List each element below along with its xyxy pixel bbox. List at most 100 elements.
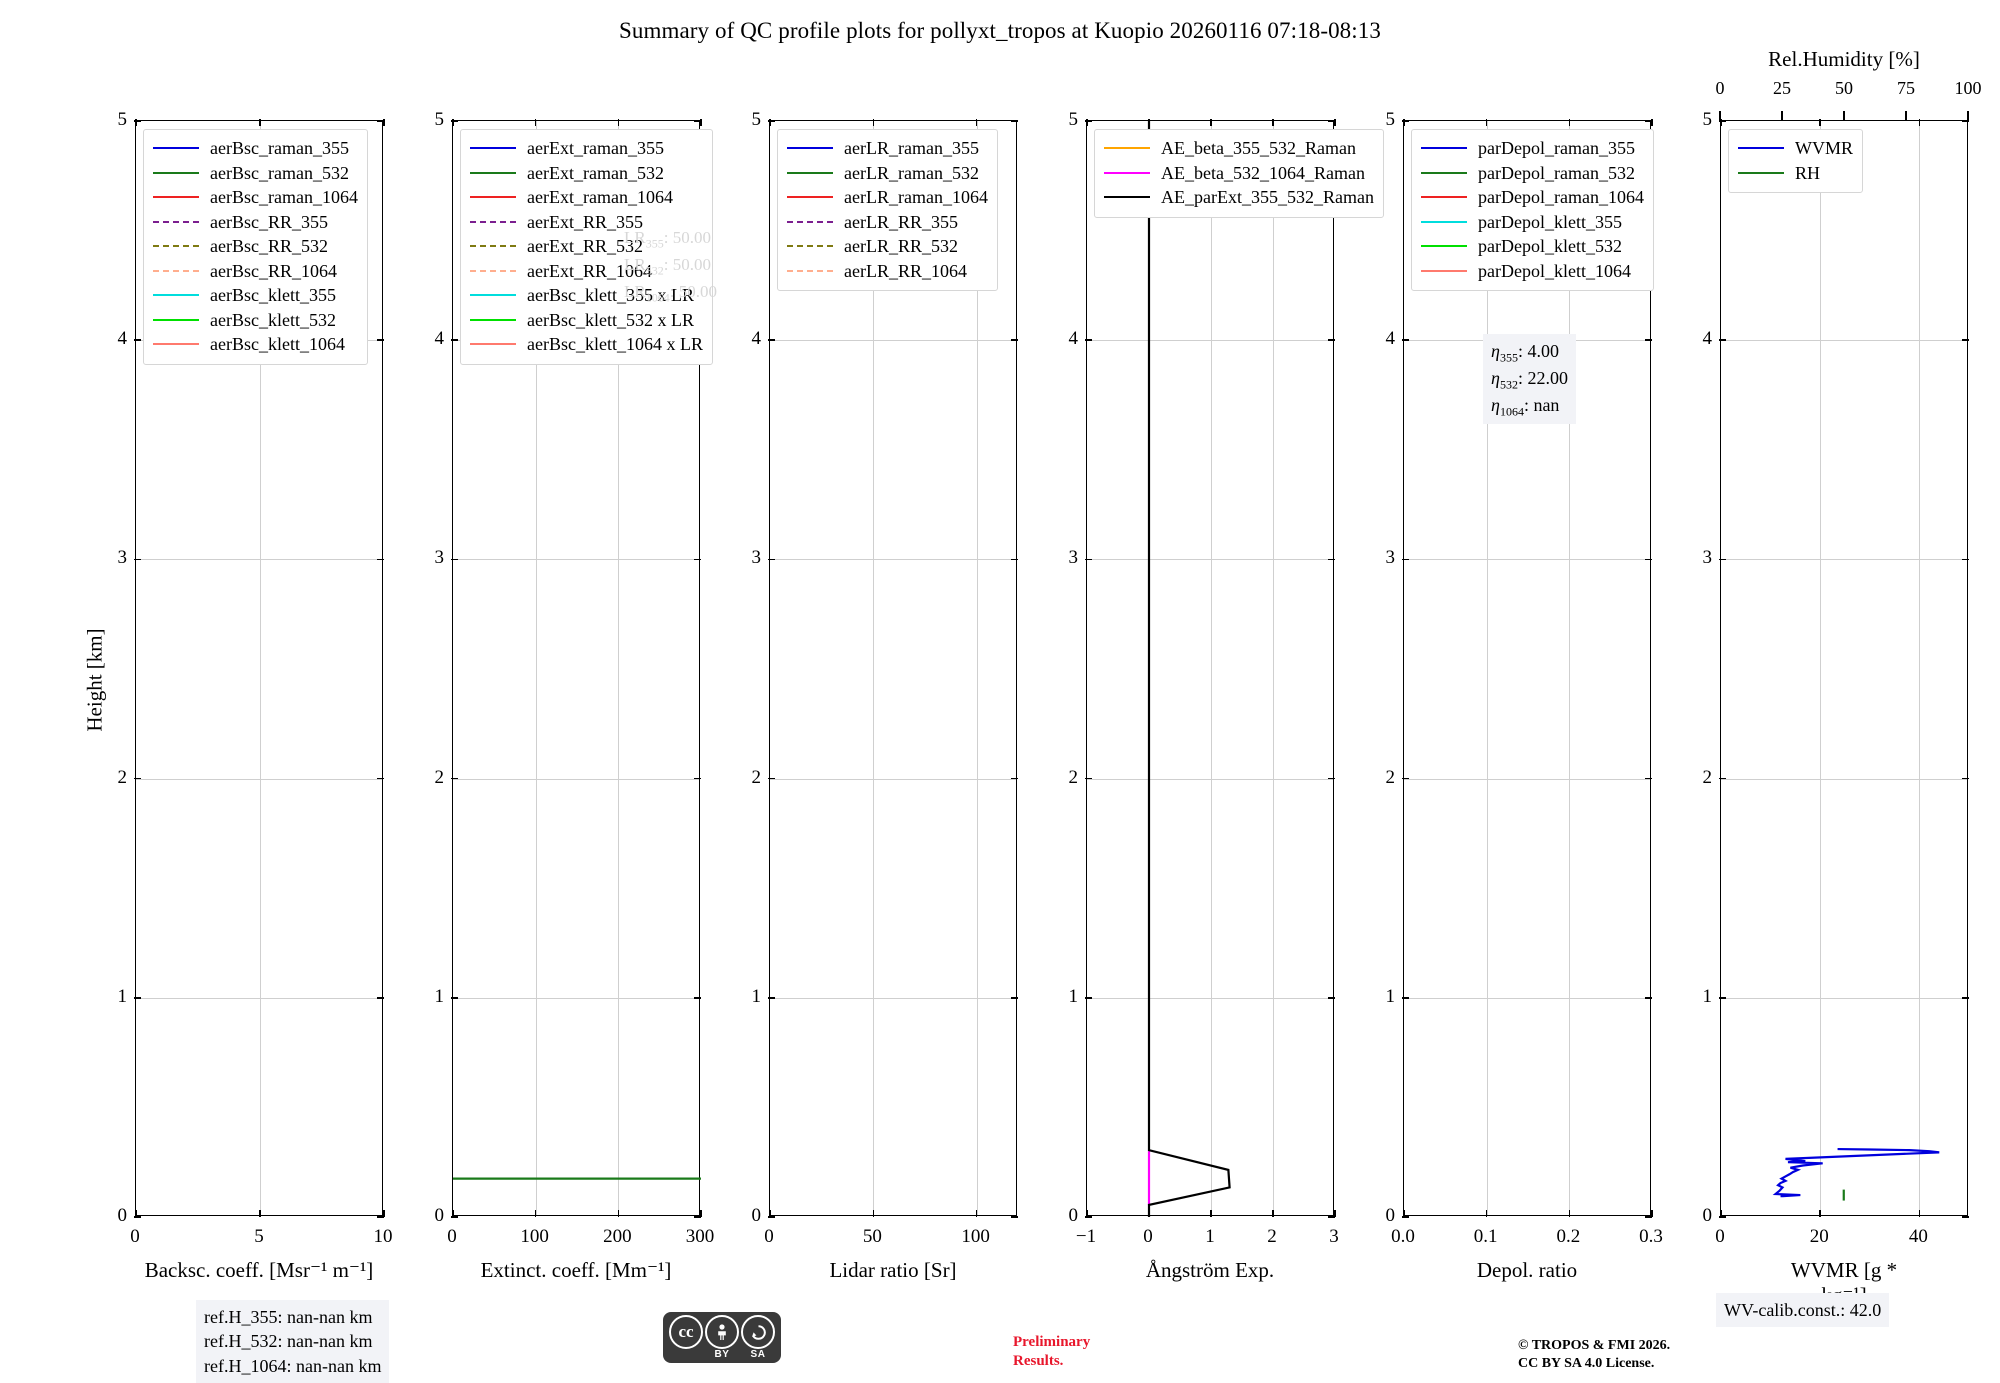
legend-label: aerExt_RR_532	[527, 236, 643, 257]
y-tick	[451, 1216, 459, 1218]
legend-depol: parDepol_raman_355 parDepol_raman_532 parD…	[1411, 129, 1654, 291]
x-tick	[1334, 1209, 1336, 1217]
y-tick	[1719, 1216, 1727, 1218]
y-tick-label: 1	[434, 985, 445, 1007]
legend-item[interactable]: aerBsc_raman_1064	[153, 185, 358, 210]
y-tick	[1644, 558, 1652, 561]
legend-item[interactable]: AE_beta_355_532_Raman	[1104, 136, 1374, 161]
legend-item[interactable]: parDepol_klett_355	[1421, 210, 1644, 235]
gridline-h	[1404, 778, 1650, 780]
legend-item[interactable]: AE_beta_532_1064_Raman	[1104, 161, 1374, 186]
gridline-h	[1404, 559, 1650, 561]
legend-swatch	[470, 220, 516, 223]
legend-item[interactable]: parDepol_klett_532	[1421, 234, 1644, 259]
x-tick	[452, 1209, 454, 1217]
legend-item[interactable]: aerBsc_klett_532 x LR	[470, 308, 703, 333]
legend-item[interactable]: parDepol_raman_355	[1421, 136, 1644, 161]
legend-item[interactable]: aerBsc_RR_355	[153, 210, 358, 235]
legend-swatch	[470, 343, 516, 346]
eta-annotation-row: η532: 22.00	[1491, 367, 1568, 392]
x-tick-label: 200	[603, 1226, 632, 1247]
legend-item[interactable]: parDepol_raman_532	[1421, 161, 1644, 186]
legend-item[interactable]: aerExt_raman_1064	[470, 185, 703, 210]
legend-item[interactable]: RH	[1738, 161, 1853, 186]
legend-swatch	[1104, 196, 1150, 199]
gridline-h	[1087, 559, 1333, 561]
rh-tick	[1843, 111, 1845, 120]
gridline-h	[136, 778, 382, 780]
legend-item[interactable]: aerBsc_klett_355	[153, 283, 358, 308]
y-tick	[1010, 120, 1018, 122]
x-tick-label: 5	[254, 1226, 264, 1247]
legend-item[interactable]: aerBsc_raman_532	[153, 161, 358, 186]
data-curves	[1147, 121, 1231, 1217]
y-tick	[1010, 339, 1018, 341]
x-tick	[534, 119, 537, 127]
y-tick	[1327, 1216, 1335, 1218]
legend-item[interactable]: parDepol_raman_1064	[1421, 185, 1644, 210]
legend-backscatter: aerBsc_raman_355 aerBsc_raman_532 aerBsc_r…	[143, 129, 368, 365]
legend-item[interactable]: aerExt_raman_355	[470, 136, 703, 161]
legend-item[interactable]: aerBsc_klett_1064 x LR	[470, 332, 703, 357]
legend-swatch	[787, 269, 833, 272]
x-tick-label: 0.1	[1473, 1226, 1498, 1247]
y-tick	[1010, 1216, 1018, 1218]
legend-item[interactable]: aerExt_RR_532	[470, 234, 703, 259]
gridline-v	[1273, 121, 1274, 1215]
legend-label: parDepol_raman_532	[1478, 162, 1635, 183]
y-tick	[1327, 997, 1335, 999]
y-tick	[1402, 1216, 1410, 1218]
y-tick	[451, 558, 459, 561]
legend-swatch	[153, 196, 199, 199]
y-tick	[1644, 997, 1652, 999]
legend-item[interactable]: aerBsc_klett_1064	[153, 332, 358, 357]
legend-swatch	[153, 343, 199, 346]
x-tick	[1210, 119, 1212, 127]
legend-item[interactable]: parDepol_klett_1064	[1421, 259, 1644, 284]
legend-item[interactable]: aerExt_RR_355	[470, 210, 703, 235]
y-tick-label: 2	[117, 766, 128, 788]
legend-item[interactable]: aerLR_RR_532	[787, 234, 988, 259]
legend-item[interactable]: aerBsc_RR_532	[153, 234, 358, 259]
rh-tick-label: 0	[1715, 78, 1725, 98]
legend-item[interactable]: aerLR_RR_1064	[787, 259, 988, 284]
legend-item[interactable]: aerBsc_klett_532	[153, 308, 358, 333]
legend-item[interactable]: aerExt_RR_1064	[470, 259, 703, 284]
legend-swatch	[470, 318, 516, 321]
legend-swatch	[153, 318, 199, 321]
y-tick	[768, 1216, 776, 1218]
gridline-v	[1211, 121, 1212, 1215]
x-tick	[1720, 119, 1722, 127]
legend-item[interactable]: AE_parExt_355_532_Raman	[1104, 185, 1374, 210]
legend-label: aerLR_RR_1064	[844, 260, 967, 281]
y-tick-label: 3	[117, 547, 128, 569]
plot-panel-lidar-ratio	[768, 119, 1018, 1218]
legend-item[interactable]: WVMR	[1738, 136, 1853, 161]
y-tick-label: 0	[117, 1205, 128, 1226]
y-tick-label: 3	[751, 547, 762, 569]
gridline-v	[618, 121, 620, 1215]
legend-item[interactable]: aerLR_RR_355	[787, 210, 988, 235]
legend-item[interactable]: aerLR_raman_532	[787, 161, 988, 186]
rh-tick-label: 75	[1897, 78, 1915, 98]
gridline-h	[1087, 778, 1333, 780]
legend-item[interactable]: aerBsc_klett_355 x LR	[470, 283, 703, 308]
legend-label: aerExt_RR_355	[527, 211, 643, 232]
legend-item[interactable]: aerLR_raman_355	[787, 136, 988, 161]
x-tick	[700, 119, 702, 127]
y-tick	[1085, 997, 1093, 999]
legend-swatch	[470, 269, 516, 272]
legend-item[interactable]: aerBsc_raman_355	[153, 136, 358, 161]
legend-label: aerBsc_raman_532	[210, 162, 349, 183]
legend-label: aerBsc_klett_532	[210, 309, 336, 330]
x-tick	[1485, 1209, 1488, 1217]
legend-swatch	[470, 171, 516, 174]
share-alike-glyph	[751, 1324, 766, 1340]
y-tick	[1961, 339, 1969, 341]
cc-license-badge[interactable]: cc . BY SA	[663, 1312, 781, 1363]
y-tick	[1402, 120, 1410, 122]
legend-item[interactable]: aerLR_raman_1064	[787, 185, 988, 210]
gridline-h	[1087, 340, 1333, 342]
legend-item[interactable]: aerBsc_RR_1064	[153, 259, 358, 284]
legend-item[interactable]: aerExt_raman_532	[470, 161, 703, 186]
